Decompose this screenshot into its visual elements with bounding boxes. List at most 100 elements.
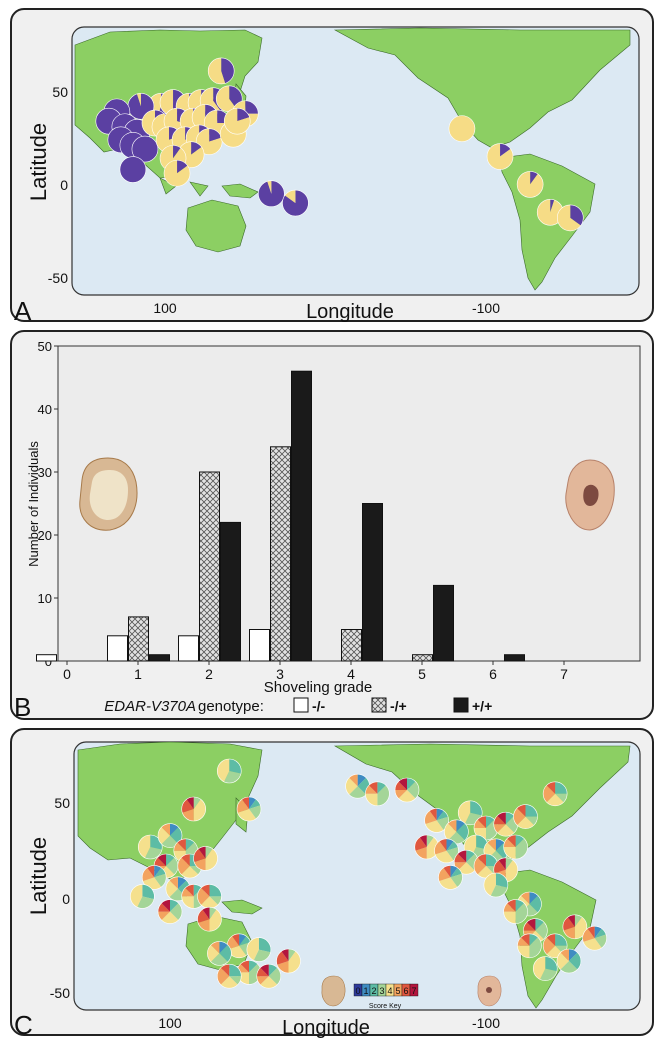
score-pie-37 — [503, 834, 528, 860]
allele-pie-38 — [556, 204, 584, 232]
panel-a-xtick-100: 100 — [153, 300, 177, 316]
allele-pie-35 — [486, 143, 514, 170]
panel-c-xtick-neg100: -100 — [472, 1015, 500, 1031]
allele-pie-16 — [119, 156, 147, 183]
score-pie-20 — [226, 933, 252, 959]
panel-c-xtick-100: 100 — [158, 1015, 182, 1031]
panel-c-xlabel: Longitude — [282, 1017, 370, 1039]
bar-grade-3-series-1 — [270, 446, 291, 662]
score-key-tooth-low — [321, 975, 346, 1007]
panel-c-ytick-50: 50 — [54, 795, 70, 811]
allele-pie-36 — [516, 171, 544, 198]
chart-ylabel: Number of Individuals — [26, 441, 41, 567]
score-pie-21 — [246, 937, 272, 962]
x-axis-ticks: 0 1 2 3 4 5 6 7 — [63, 661, 568, 682]
bar-grade-4-series-2 — [362, 503, 383, 662]
score-pie-27 — [424, 808, 449, 833]
score-pie-25 — [216, 963, 242, 989]
bar-grade-2-series-1 — [199, 471, 220, 662]
score-pie-5 — [181, 796, 206, 822]
legend-swatch-homozygous-derived — [453, 697, 469, 713]
panel-a-letter: A — [14, 296, 32, 326]
score-key-value-3: 3 — [379, 986, 384, 996]
bar-grade-3-series-0 — [249, 629, 270, 662]
panel-a-map: Latitude 50 0 -50 100 -100 Longitude A — [14, 26, 640, 326]
bar-grade-4-series-1 — [341, 629, 362, 662]
score-pie-8 — [157, 823, 183, 848]
x-tick-label-3: 3 — [276, 666, 284, 682]
x-tick-label-0: 0 — [63, 666, 71, 682]
bar-grade-2-series-0 — [178, 635, 199, 662]
bar-grade-5-series-2 — [433, 584, 454, 662]
bar-grade-1-series-0 — [107, 635, 128, 662]
allele-pie-37 — [536, 199, 564, 226]
score-key-label: Score Key — [369, 1003, 402, 1010]
score-pie-32 — [513, 804, 538, 829]
landmass-new-guinea — [221, 183, 259, 199]
allele-pie-33 — [282, 189, 309, 217]
allele-pie-0 — [207, 57, 235, 85]
tooth-image-low-shoveling — [79, 457, 138, 531]
score-pie-12 — [193, 846, 218, 871]
score-pie-41 — [438, 865, 463, 890]
score-pie-24 — [256, 963, 282, 989]
panel-b-chart: 0 10 20 30 40 50 0 1 2 3 4 5 6 7 Number of Individua… — [14, 339, 641, 722]
panel-a-ytick-50: 50 — [52, 84, 68, 100]
score-pie-47 — [562, 914, 588, 940]
allele-pie-34 — [448, 115, 476, 142]
score-pie-14 — [130, 884, 155, 909]
score-pie-3 — [394, 777, 420, 803]
score-pie-18 — [197, 884, 222, 909]
allele-pie-31 — [163, 159, 191, 187]
x-tick-label-4: 4 — [347, 666, 355, 682]
y-tick-label-3: 30 — [38, 465, 52, 480]
y-tick-label-2: 20 — [38, 528, 52, 543]
score-key-value-0: 0 — [355, 986, 360, 996]
x-tick-label-2: 2 — [205, 666, 213, 682]
score-pie-44 — [503, 899, 528, 924]
legend-label-homozygous-derived: +/+ — [472, 698, 492, 714]
score-pie-7 — [137, 834, 163, 860]
score-key-value-5: 5 — [395, 986, 400, 996]
score-pie-17 — [157, 899, 183, 924]
bar-grade-2-series-2 — [220, 521, 241, 662]
legend-gene-name: EDAR-V370A — [104, 698, 196, 715]
score-pie-49 — [532, 956, 558, 981]
bar-grade-1-series-2 — [149, 654, 170, 662]
score-pie-13 — [141, 865, 167, 890]
panel-a-xlabel: Longitude — [306, 301, 394, 323]
x-tick-label-7: 7 — [560, 666, 568, 682]
x-tick-label-1: 1 — [134, 666, 142, 682]
allele-pie-30 — [223, 107, 251, 135]
legend-swatch-homozygous-ancestral — [293, 697, 309, 713]
tooth-image-high-shoveling — [565, 459, 615, 531]
score-pie-4 — [542, 781, 568, 807]
landmass-new-guinea — [221, 899, 263, 915]
bar-grade-6-series-2 — [504, 654, 525, 662]
score-pie-22 — [207, 941, 232, 966]
panel-a-ytick-0: 0 — [60, 177, 68, 193]
score-pie-48 — [582, 925, 607, 951]
y-tick-label-1: 10 — [38, 591, 52, 606]
panel-c-ytick-0: 0 — [62, 891, 70, 907]
panel-a-pies — [95, 57, 584, 232]
panel-c-ytick-neg50: -50 — [50, 985, 70, 1001]
y-tick-label-4: 40 — [38, 402, 52, 417]
score-key-value-4: 4 — [387, 986, 392, 996]
bars-group — [36, 370, 525, 662]
panel-a-ylabel: Latitude — [26, 123, 51, 201]
legend-title: genotype: — [198, 698, 264, 715]
landmass-north-america — [333, 27, 631, 149]
bar-grade-5-series-1 — [412, 654, 433, 662]
panel-b-letter: B — [14, 692, 31, 722]
panel-c-land — [77, 741, 631, 1009]
score-pie-26 — [276, 948, 301, 974]
panel-a-ytick-neg50: -50 — [48, 270, 68, 286]
allele-pie-32 — [258, 180, 285, 208]
score-pie-29 — [444, 819, 469, 845]
score-key-value-1: 1 — [363, 986, 368, 996]
legend-label-heterozygous: -/+ — [390, 698, 407, 714]
score-pie-51 — [517, 933, 542, 959]
